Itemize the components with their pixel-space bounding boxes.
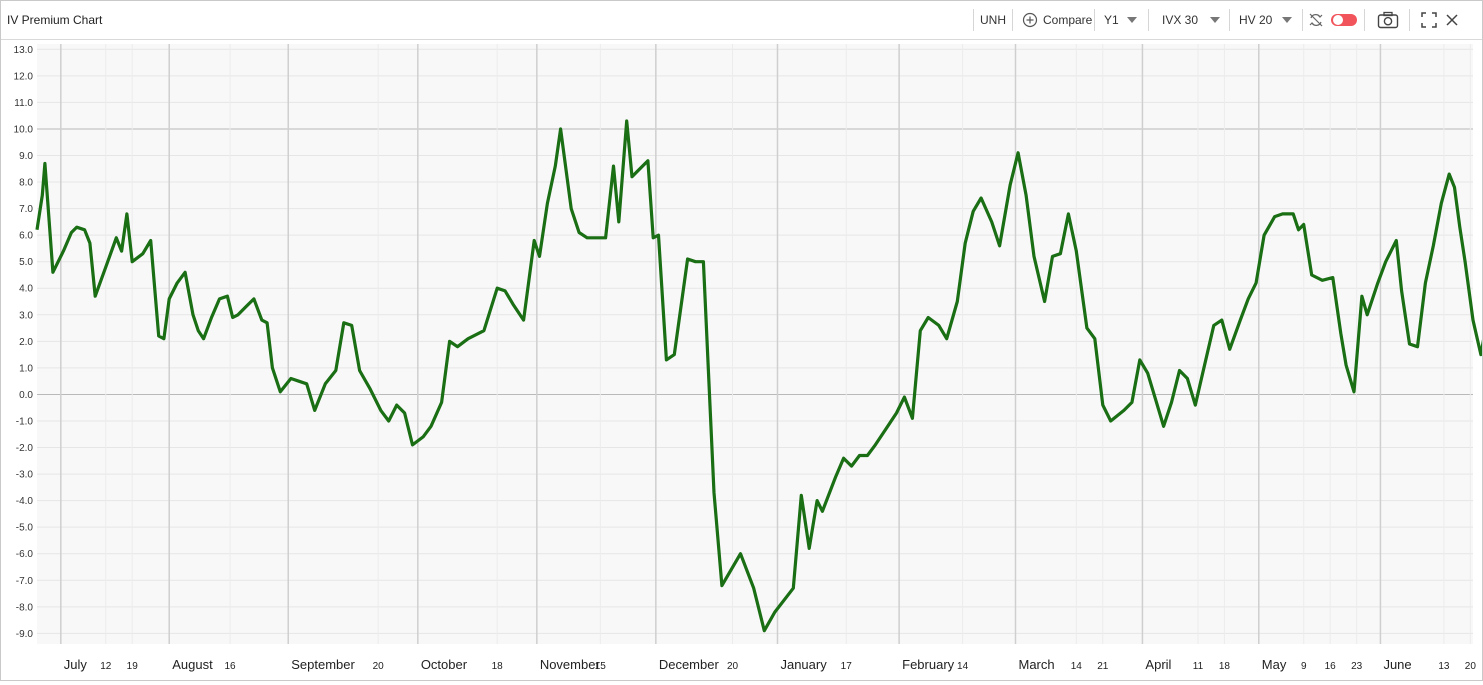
add-circle-icon — [1022, 12, 1038, 28]
y-tick-label: 4.0 — [19, 284, 33, 295]
x-tick-label: 14 — [957, 661, 969, 672]
toolbar-separator — [1094, 9, 1095, 31]
x-tick-label: November — [540, 657, 601, 672]
y-tick-label: 7.0 — [19, 204, 33, 215]
period-value: Y1 — [1104, 13, 1119, 27]
screenshot-button[interactable] — [1377, 9, 1399, 31]
x-tick-label: June — [1383, 657, 1411, 672]
y-tick-label: 2.0 — [19, 337, 33, 348]
fullscreen-icon — [1421, 12, 1437, 28]
y-tick-label: 0.0 — [19, 390, 33, 401]
y-tick-label: 12.0 — [14, 71, 34, 82]
y-tick-label: -7.0 — [16, 576, 34, 587]
x-tick-label: 13 — [1438, 661, 1450, 672]
x-tick-label: 14 — [1071, 661, 1083, 672]
sync-off-icon — [1309, 13, 1323, 27]
chart-title: IV Premium Chart — [7, 13, 103, 27]
x-tick-label: 18 — [1219, 661, 1231, 672]
x-tick-label: September — [291, 657, 355, 672]
x-tick-label: 12 — [100, 661, 112, 672]
chart-area[interactable]: -9.0 -8.0 -7.0 -6.0 -5.0 -4.0 -3.0 -2.0 -1.0 0.0 1… — [1, 40, 1483, 680]
y-tick-label: 9.0 — [19, 151, 33, 162]
y-tick-label: 8.0 — [19, 178, 33, 189]
y-tick-label: 10.0 — [14, 124, 34, 135]
chart-toolbar: IV Premium Chart UNH Compare Y1 IVX 30 H… — [1, 1, 1482, 40]
x-tick-label: 17 — [841, 661, 853, 672]
series-line — [35, 119, 1483, 633]
toolbar-separator — [973, 9, 974, 31]
x-tick-label: April — [1145, 657, 1171, 672]
toolbar-separator — [1302, 9, 1303, 31]
x-tick-label: 20 — [1465, 661, 1477, 672]
y-tick-label: 1.0 — [19, 363, 33, 374]
x-tick-label: 15 — [595, 661, 607, 672]
x-tick-label: 19 — [127, 661, 139, 672]
x-tick-label: 18 — [492, 661, 504, 672]
x-tick-label: August — [172, 657, 213, 672]
y-tick-label: -5.0 — [16, 523, 34, 534]
iv-premium-line-chart[interactable]: -9.0 -8.0 -7.0 -6.0 -5.0 -4.0 -3.0 -2.0 -1.0 0.0 1… — [1, 40, 1483, 680]
x-tick-label: 21 — [1097, 661, 1109, 672]
toolbar-separator — [1409, 9, 1410, 31]
y-tick-label: -3.0 — [16, 470, 34, 481]
close-icon — [1446, 14, 1458, 26]
y-tick-label: -4.0 — [16, 496, 34, 507]
plot-background — [37, 44, 1473, 644]
x-tick-label: February — [902, 657, 955, 672]
toggle-switch-icon — [1331, 14, 1357, 26]
chevron-down-icon — [1282, 17, 1293, 23]
x-tick-label: 16 — [224, 661, 236, 672]
y-tick-label: -8.0 — [16, 602, 34, 613]
x-tick-label: March — [1018, 657, 1054, 672]
camera-icon — [1377, 11, 1399, 29]
toolbar-separator — [1148, 9, 1149, 31]
y-tick-label: -1.0 — [16, 416, 34, 427]
y-tick-label: 3.0 — [19, 310, 33, 321]
x-tick-label: October — [421, 657, 468, 672]
y-tick-label: 13.0 — [14, 45, 34, 56]
y-tick-label: -6.0 — [16, 549, 34, 560]
toolbar-separator — [1229, 9, 1230, 31]
period-select[interactable]: Y1 — [1104, 9, 1137, 31]
x-tick-label: 9 — [1301, 661, 1307, 672]
iv-series-select[interactable]: IVX 30 — [1162, 9, 1221, 31]
x-tick-label: May — [1262, 657, 1287, 672]
ticker-label[interactable]: UNH — [980, 13, 1006, 27]
y-tick-label: -9.0 — [16, 629, 34, 640]
x-tick-label: 23 — [1351, 661, 1363, 672]
hv-series-select[interactable]: HV 20 — [1239, 9, 1293, 31]
y-tick-label: 5.0 — [19, 257, 33, 268]
toolbar-separator — [1364, 9, 1365, 31]
x-tick-label: July — [64, 657, 88, 672]
close-button[interactable] — [1446, 9, 1458, 31]
y-tick-label: 11.0 — [14, 98, 33, 109]
compare-button[interactable]: Compare — [1022, 9, 1092, 31]
chevron-down-icon — [1126, 17, 1137, 23]
iv-series-value: IVX 30 — [1162, 13, 1199, 27]
x-tick-label: 11 — [1193, 661, 1204, 672]
x-tick-label: January — [780, 657, 827, 672]
x-tick-label: December — [659, 657, 720, 672]
fullscreen-button[interactable] — [1421, 9, 1437, 31]
x-tick-label: 16 — [1325, 661, 1337, 672]
y-tick-label: -2.0 — [16, 443, 34, 454]
hv-series-value: HV 20 — [1239, 13, 1273, 27]
x-tick-label: 20 — [373, 661, 385, 672]
y-tick-label: 6.0 — [19, 231, 33, 242]
sync-toggle[interactable] — [1308, 9, 1358, 31]
chevron-down-icon — [1210, 17, 1221, 23]
toolbar-separator — [1012, 9, 1013, 31]
x-tick-label: 20 — [727, 661, 739, 672]
compare-label: Compare — [1043, 13, 1093, 27]
